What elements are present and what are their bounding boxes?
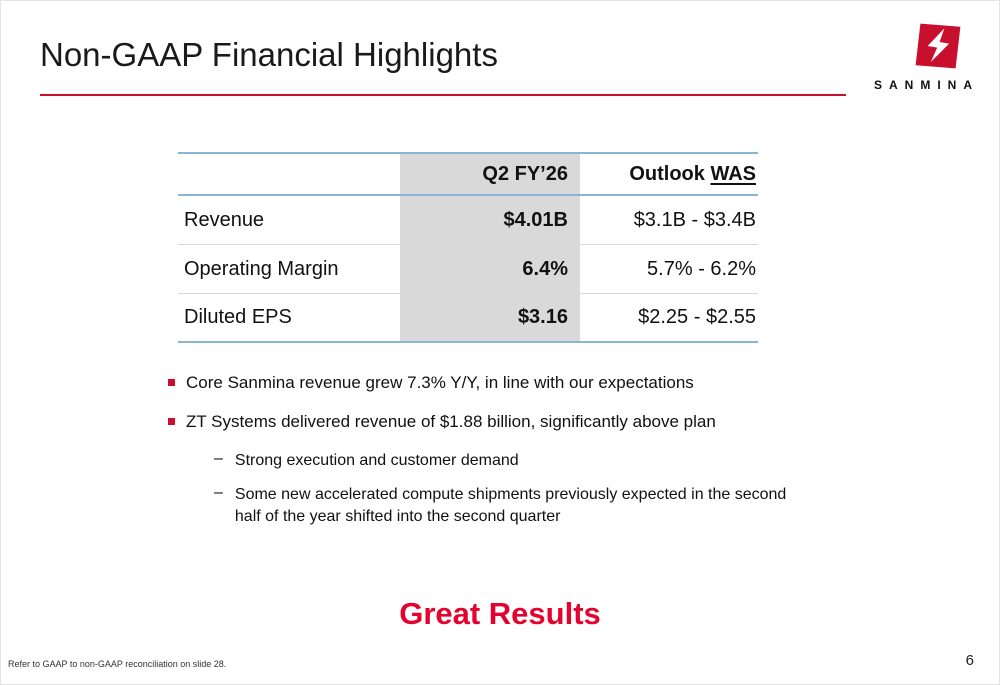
table-header-q2: Q2 FY’26 xyxy=(400,154,580,194)
footer-note: Refer to GAAP to non-GAAP reconciliation… xyxy=(8,659,227,669)
list-sub-item: – Strong execution and customer demand xyxy=(214,450,808,472)
dash-icon: – xyxy=(214,484,223,502)
dash-icon: – xyxy=(214,449,223,467)
bullet-square-icon xyxy=(168,379,175,386)
list-item: Core Sanmina revenue grew 7.3% Y/Y, in l… xyxy=(168,372,808,395)
financial-highlights-table: Q2 FY’26 Outlook WAS Revenue $4.01B $3.1… xyxy=(178,152,758,343)
row-label: Revenue xyxy=(184,208,265,231)
page-title: Non-GAAP Financial Highlights xyxy=(40,36,498,73)
sanmina-logo-icon xyxy=(915,23,961,69)
table-row: Diluted EPS $3.16 $2.25 - $2.55 xyxy=(178,294,758,343)
sanmina-logo-text: SANMINA xyxy=(874,78,979,92)
table-row: Operating Margin 6.4% 5.7% - 6.2% xyxy=(178,245,758,294)
row-label: Operating Margin xyxy=(184,257,339,280)
sanmina-logo: SANMINA xyxy=(852,22,972,92)
list-item: ZT Systems delivered revenue of $1.88 bi… xyxy=(168,411,808,434)
bullet-square-icon xyxy=(168,417,175,425)
row-label: Diluted EPS xyxy=(184,306,292,328)
table-header-outlook: Outlook WAS xyxy=(580,163,758,186)
row-outlook-value: $2.25 - $2.55 xyxy=(638,306,756,328)
sub-bullet-text: Strong execution and customer demand xyxy=(234,451,519,469)
table-header-row: Q2 FY’26 Outlook WAS xyxy=(178,152,758,196)
highlights-bullet-list: Core Sanmina revenue grew 7.3% Y/Y, in l… xyxy=(168,372,808,541)
table-row: Revenue $4.01B $3.1B - $3.4B xyxy=(178,196,758,245)
list-sub-item: – Some new accelerated compute shipments… xyxy=(214,484,808,527)
bullet-text: ZT Systems delivered revenue of $1.88 bi… xyxy=(186,411,716,431)
row-outlook-value: 5.7% - 6.2% xyxy=(647,257,756,280)
row-q2-value: 6.4% xyxy=(400,245,580,293)
row-q2-value: $4.01B xyxy=(400,196,580,244)
table-header-outlook-was: WAS xyxy=(710,162,756,185)
sub-bullet-text: Some new accelerated compute shipments p… xyxy=(234,486,787,526)
row-outlook-value: $3.1B - $3.4B xyxy=(633,208,756,231)
table-header-outlook-prefix: Outlook xyxy=(629,162,711,185)
bullet-text: Core Sanmina revenue grew 7.3% Y/Y, in l… xyxy=(186,373,694,392)
title-divider xyxy=(40,94,846,96)
page-number: 6 xyxy=(965,652,974,669)
row-q2-value: $3.16 xyxy=(400,294,580,341)
tagline: Great Results xyxy=(399,596,601,631)
